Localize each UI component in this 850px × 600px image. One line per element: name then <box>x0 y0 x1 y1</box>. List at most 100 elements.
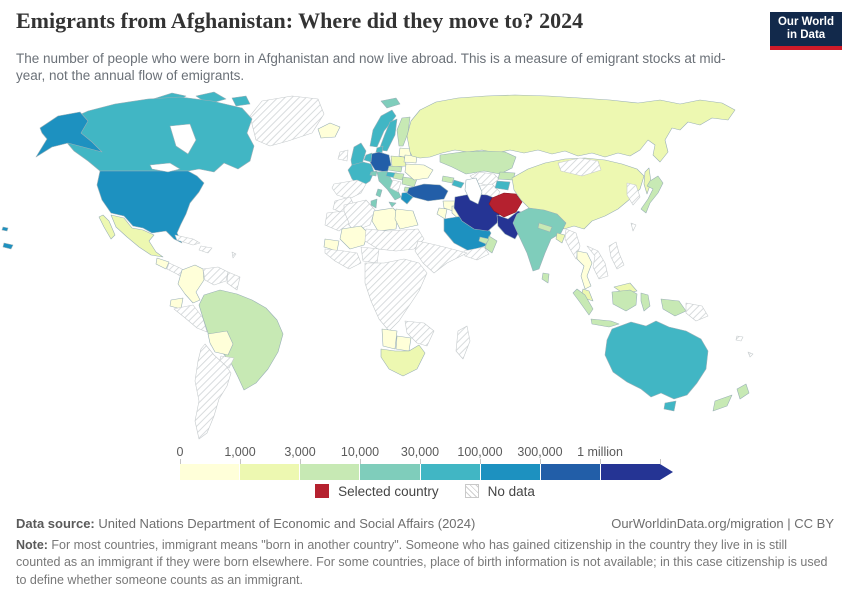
country-uae[interactable] <box>478 236 490 245</box>
country-zimbabwe-mozambique[interactable] <box>404 320 435 347</box>
country-western-balkans[interactable] <box>389 179 402 193</box>
country-usa[interactable] <box>96 170 205 244</box>
legend-tick-label-2: 3,000 <box>284 445 316 459</box>
country-taiwan[interactable] <box>630 222 637 232</box>
legend-tick-label-5: 100,000 <box>457 445 503 459</box>
legend-bin-2[interactable] <box>300 464 361 480</box>
country-japan[interactable] <box>640 175 664 214</box>
country-sweden[interactable] <box>378 118 398 152</box>
country-mali[interactable] <box>339 225 369 250</box>
legend-bin-5[interactable] <box>480 464 541 480</box>
owid-logo-line2: in Data <box>786 29 826 41</box>
country-greenland[interactable] <box>249 95 325 147</box>
country-thailand[interactable] <box>576 250 593 290</box>
legend-tick-label-0: 0 <box>176 445 184 459</box>
country-pacific-islands[interactable] <box>735 335 754 358</box>
country-botswana[interactable] <box>395 335 412 352</box>
country-alaska[interactable] <box>35 111 103 158</box>
country-new-zealand[interactable] <box>712 383 750 412</box>
country-nepal[interactable] <box>537 222 553 233</box>
legend-tick-mark <box>360 459 361 464</box>
country-afghanistan[interactable] <box>488 192 523 218</box>
country-south-africa[interactable] <box>380 344 426 377</box>
no-data-label: No data <box>487 483 535 499</box>
selected-country-swatch <box>315 484 330 498</box>
country-jordan[interactable] <box>436 207 448 220</box>
legend-bin-1[interactable] <box>240 464 301 480</box>
legend-bin-0[interactable] <box>180 464 241 480</box>
country-norway[interactable] <box>369 109 397 148</box>
country-guatemala[interactable] <box>155 257 170 270</box>
country-yemen[interactable] <box>463 246 490 261</box>
country-ukraine[interactable] <box>404 163 434 181</box>
country-mauritania[interactable] <box>324 210 350 232</box>
country-hungary[interactable] <box>392 172 405 181</box>
country-philippines[interactable] <box>608 241 625 270</box>
legend-tick-label-4: 30,000 <box>400 445 440 459</box>
country-svalbard[interactable] <box>380 97 401 109</box>
country-guyanas[interactable] <box>226 271 241 291</box>
country-indonesia[interactable] <box>572 288 687 328</box>
legend-tick-mark <box>180 459 181 464</box>
note-text: For most countries, immigrant means "bor… <box>16 538 828 587</box>
country-turkey[interactable] <box>406 183 449 202</box>
country-iceland[interactable] <box>317 122 341 139</box>
country-georgia[interactable] <box>441 175 455 184</box>
country-argentina-chile[interactable] <box>194 343 232 440</box>
country-mexico[interactable] <box>98 214 164 258</box>
country-mongolia[interactable] <box>557 157 602 177</box>
country-poland[interactable] <box>390 155 407 168</box>
country-spain-portugal[interactable] <box>331 179 367 200</box>
legend-bin-3[interactable] <box>360 464 421 480</box>
legend-tick-mark <box>240 459 241 464</box>
country-myanmar[interactable] <box>564 228 581 260</box>
country-central-east-africa[interactable] <box>364 258 428 332</box>
country-azerbaijan[interactable] <box>451 179 465 189</box>
legend-bin-6[interactable] <box>540 464 601 480</box>
country-sri-lanka[interactable] <box>541 272 550 284</box>
country-hawaii[interactable] <box>1 226 14 250</box>
country-libya[interactable] <box>371 207 399 232</box>
country-finland[interactable] <box>396 116 411 147</box>
country-papua-new-guinea[interactable] <box>685 302 709 322</box>
country-colombia[interactable] <box>177 264 205 304</box>
country-bangladesh[interactable] <box>555 232 566 244</box>
country-czechia-slovakia[interactable] <box>387 165 403 173</box>
country-peru[interactable] <box>173 304 208 333</box>
country-ireland[interactable] <box>337 149 349 162</box>
legend-tick-mark <box>300 459 301 464</box>
country-tunisia[interactable] <box>370 198 378 209</box>
country-nigeria[interactable] <box>360 246 380 264</box>
owid-logo[interactable]: Our World in Data <box>770 12 842 50</box>
country-kazakhstan[interactable] <box>439 150 517 175</box>
legend-bin-4[interactable] <box>420 464 481 480</box>
legend-tick-label-3: 10,000 <box>340 445 380 459</box>
country-cuba[interactable] <box>174 234 201 246</box>
country-niger-chad-sudan[interactable] <box>364 228 425 252</box>
country-madagascar[interactable] <box>455 325 471 360</box>
country-horn-of-africa[interactable] <box>414 240 468 274</box>
country-hispaniola-antilles[interactable] <box>198 245 237 259</box>
country-egypt[interactable] <box>394 208 419 230</box>
country-bolivia[interactable] <box>207 330 234 356</box>
country-switzerland[interactable] <box>369 170 378 177</box>
country-namibia[interactable] <box>381 328 398 350</box>
country-korea[interactable] <box>626 182 641 206</box>
country-vietnam-laos-cambodia[interactable] <box>586 245 609 280</box>
country-india[interactable] <box>512 207 567 272</box>
legend-bin-7[interactable] <box>600 464 660 480</box>
country-canada[interactable] <box>62 96 255 173</box>
country-tajikistan[interactable] <box>494 180 511 191</box>
country-benelux[interactable] <box>363 152 373 163</box>
legend-tick-label-6: 300,000 <box>517 445 563 459</box>
chart-subtitle: The number of people who were born in Af… <box>16 51 726 84</box>
legend-sub-row: Selected country No data <box>0 483 850 499</box>
owid-footer-link[interactable]: OurWorldinData.org/migration | CC BY <box>611 516 834 531</box>
country-australia[interactable] <box>604 320 709 412</box>
country-venezuela[interactable] <box>202 266 229 286</box>
country-west-africa-coast[interactable] <box>324 248 362 270</box>
legend-arrow <box>660 464 673 480</box>
country-brazil[interactable] <box>198 289 284 391</box>
